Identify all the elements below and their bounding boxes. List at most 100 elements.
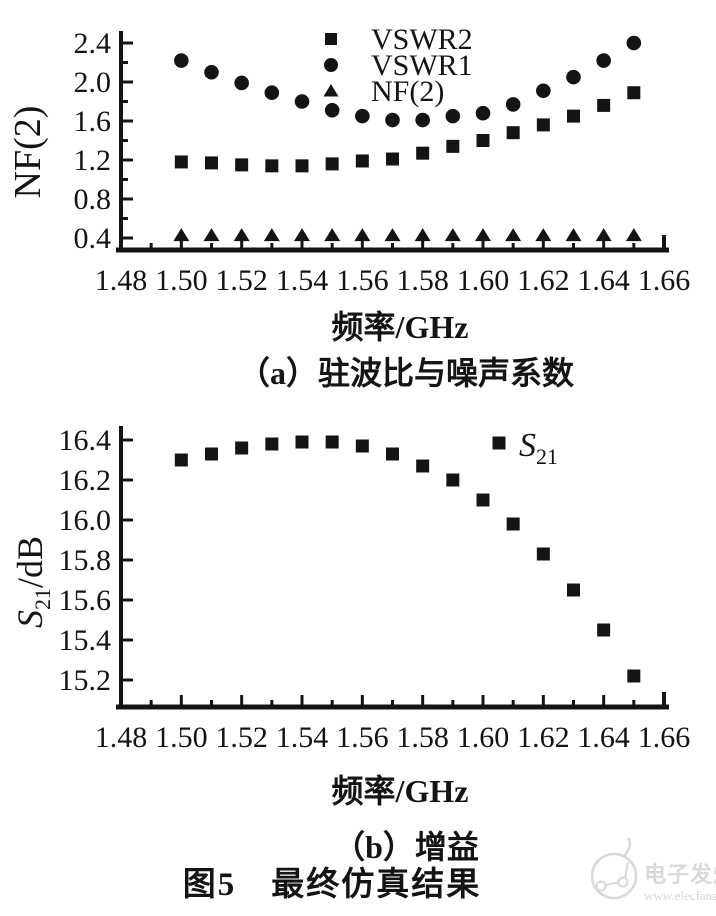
x-tick-label: 1.48 <box>95 721 148 754</box>
watermark: 电子发烧友 www.elecfans.com <box>590 837 716 903</box>
y-tick-label: 15.4 <box>59 624 112 657</box>
point-nf2 <box>414 228 431 242</box>
point-vswr1 <box>475 105 491 121</box>
point-vswr1 <box>204 64 219 80</box>
legend-marker-nf2 <box>323 84 339 97</box>
point-s21 <box>506 517 520 531</box>
point-vswr1 <box>174 53 189 68</box>
point-vswr2 <box>506 126 520 140</box>
chart-a: 1.48 1.50 1.52 1.54 1.56 1.58 1.60 1.62 1.64 1.66… <box>7 23 690 391</box>
point-s21 <box>536 547 550 561</box>
point-vswr2 <box>325 157 339 171</box>
legend-label-s21: S21 <box>519 427 558 469</box>
chart-b-y-axis-title: S21/dB <box>10 536 55 628</box>
point-vswr2 <box>235 158 249 172</box>
x-tick-label: 1.56 <box>336 264 389 297</box>
y-tick-label: 15.8 <box>59 544 112 577</box>
x-tick-label: 1.54 <box>276 721 329 754</box>
point-nf2 <box>475 228 491 242</box>
point-vswr1 <box>264 85 280 101</box>
point-nf2 <box>354 228 371 242</box>
point-s21 <box>325 435 339 449</box>
point-vswr1 <box>294 94 310 109</box>
point-vswr2 <box>536 118 550 132</box>
x-tick-label: 1.60 <box>457 721 510 754</box>
elecfans-logo-icon <box>590 837 638 900</box>
point-s21 <box>265 437 279 451</box>
point-s21 <box>355 439 369 453</box>
point-nf2 <box>535 228 552 242</box>
legend-label-vswr1: VSWR1 <box>371 49 473 82</box>
chart-b-panel-title: （b）增益 <box>333 829 479 865</box>
point-vswr2 <box>627 86 641 100</box>
y-tick-label: 15.6 <box>59 584 112 617</box>
point-nf2 <box>324 228 341 242</box>
x-tick-label: 1.62 <box>517 721 570 754</box>
point-vswr1 <box>566 69 581 85</box>
point-s21 <box>476 493 490 507</box>
chart-b-x-axis-title: 频率/GHz <box>332 773 469 809</box>
point-vswr1 <box>324 102 340 118</box>
point-s21 <box>446 473 460 487</box>
point-nf2 <box>263 228 280 242</box>
chart-a-plot-area: 1.48 1.50 1.52 1.54 1.56 1.58 1.60 1.62 1.64 1.66… <box>74 27 691 297</box>
point-nf2 <box>625 228 642 242</box>
x-tick-label: 1.52 <box>215 721 268 754</box>
x-tick-label: 1.64 <box>577 264 630 297</box>
point-vswr1 <box>234 75 249 91</box>
watermark-brand-text: 电子发烧友 <box>644 862 716 887</box>
point-vswr1 <box>415 112 430 128</box>
chart-b-legend: S21 <box>492 427 558 469</box>
point-nf2 <box>294 228 310 242</box>
legend-marker-vswr1 <box>324 58 338 72</box>
point-vswr1 <box>626 35 642 51</box>
point-vswr1 <box>445 108 461 124</box>
point-vswr2 <box>446 139 460 153</box>
point-vswr2 <box>265 159 279 173</box>
y-tick-label: 2.4 <box>74 27 112 60</box>
point-s21 <box>205 447 218 461</box>
y-tick-label: 16.0 <box>59 504 112 537</box>
x-tick-label: 1.58 <box>396 264 449 297</box>
point-vswr2 <box>205 156 218 170</box>
x-tick-label: 1.50 <box>155 264 208 297</box>
point-vswr2 <box>386 152 399 166</box>
y-tick-label: 0.8 <box>74 183 112 216</box>
legend-marker-vswr2 <box>325 33 337 45</box>
figure-caption: 图5 最终仿真结果 <box>183 866 482 903</box>
x-tick-label: 1.52 <box>215 264 268 297</box>
point-s21 <box>386 447 399 461</box>
point-nf2 <box>505 228 522 242</box>
point-vswr2 <box>355 154 369 168</box>
x-tick-label: 1.64 <box>577 721 630 754</box>
x-tick-label: 1.50 <box>155 721 208 754</box>
point-s21 <box>597 623 611 637</box>
y-tick-label: 2.0 <box>74 66 112 99</box>
point-vswr1 <box>385 112 400 128</box>
point-s21 <box>174 453 188 467</box>
point-vswr1 <box>596 53 611 68</box>
chart-b: 1.48 1.50 1.52 1.54 1.56 1.58 1.60 1.62 1.64 1.66… <box>10 424 690 865</box>
chart-b-plot-area: 1.48 1.50 1.52 1.54 1.56 1.58 1.60 1.62 1.64 1.66… <box>59 424 691 754</box>
point-s21 <box>416 459 430 473</box>
x-tick-label: 1.58 <box>396 721 449 754</box>
legend-label-nf2: NF(2) <box>371 75 444 108</box>
x-tick-label: 1.60 <box>457 264 510 297</box>
point-vswr1 <box>536 83 551 99</box>
x-tick-label: 1.48 <box>95 264 148 297</box>
legend-marker-s21 <box>492 436 506 450</box>
y-tick-label: 16.4 <box>59 424 112 457</box>
y-tick-label: 1.6 <box>74 105 112 138</box>
point-nf2 <box>444 228 461 242</box>
point-s21 <box>235 441 249 455</box>
point-s21 <box>567 583 580 597</box>
point-nf2 <box>384 228 401 242</box>
chart-a-panel-title: （a）驻波比与噪声系数 <box>238 355 575 391</box>
watermark-url-text: www.elecfans.com <box>644 888 716 903</box>
chart-a-x-axis-title: 频率/GHz <box>332 309 469 345</box>
y-tick-label: 0.4 <box>74 222 112 255</box>
point-vswr2 <box>597 98 611 112</box>
